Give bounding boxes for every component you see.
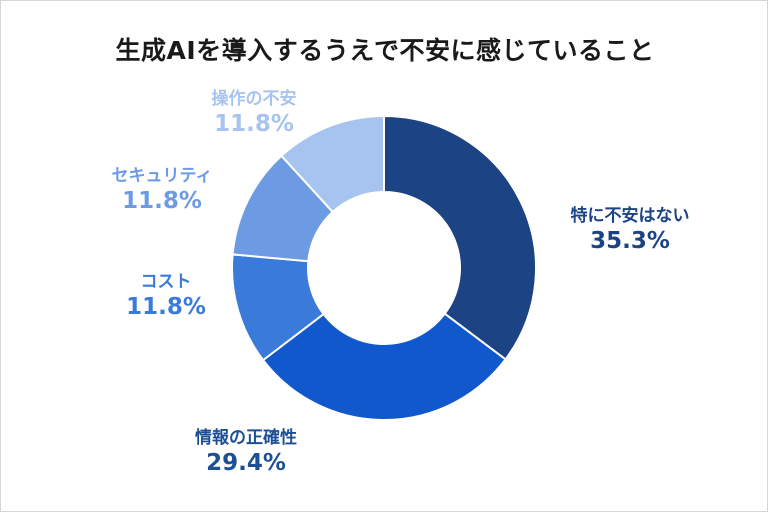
slice-label-name: コスト: [140, 272, 192, 292]
slice-label: 特に不安はない 35.3%: [540, 205, 720, 255]
slice-label-name: 特に不安はない: [570, 206, 690, 226]
slice-label-value: 11.8%: [126, 294, 206, 320]
slice-label-name: 情報の正確性: [195, 428, 297, 448]
donut-slice: [280, 114, 385, 214]
slice-label-value: 29.4%: [206, 450, 286, 476]
slice-label: コスト 11.8%: [76, 271, 256, 321]
chart-title: 生成AIを導入するうえで不安に感じていること: [115, 36, 655, 65]
slice-label-name: セキュリティ: [111, 166, 213, 186]
slice-label: 情報の正確性 29.4%: [156, 427, 336, 477]
donut-slice: [383, 114, 537, 361]
slice-label-name: 操作の不安: [211, 89, 297, 109]
slice-label-value: 35.3%: [590, 228, 670, 254]
slice-label: セキュリティ 11.8%: [72, 165, 252, 215]
slice-label: 操作の不安 11.8%: [164, 88, 344, 138]
donut-slice: [261, 312, 507, 421]
slice-label-value: 11.8%: [214, 111, 294, 137]
slice-label-value: 11.8%: [122, 188, 202, 214]
